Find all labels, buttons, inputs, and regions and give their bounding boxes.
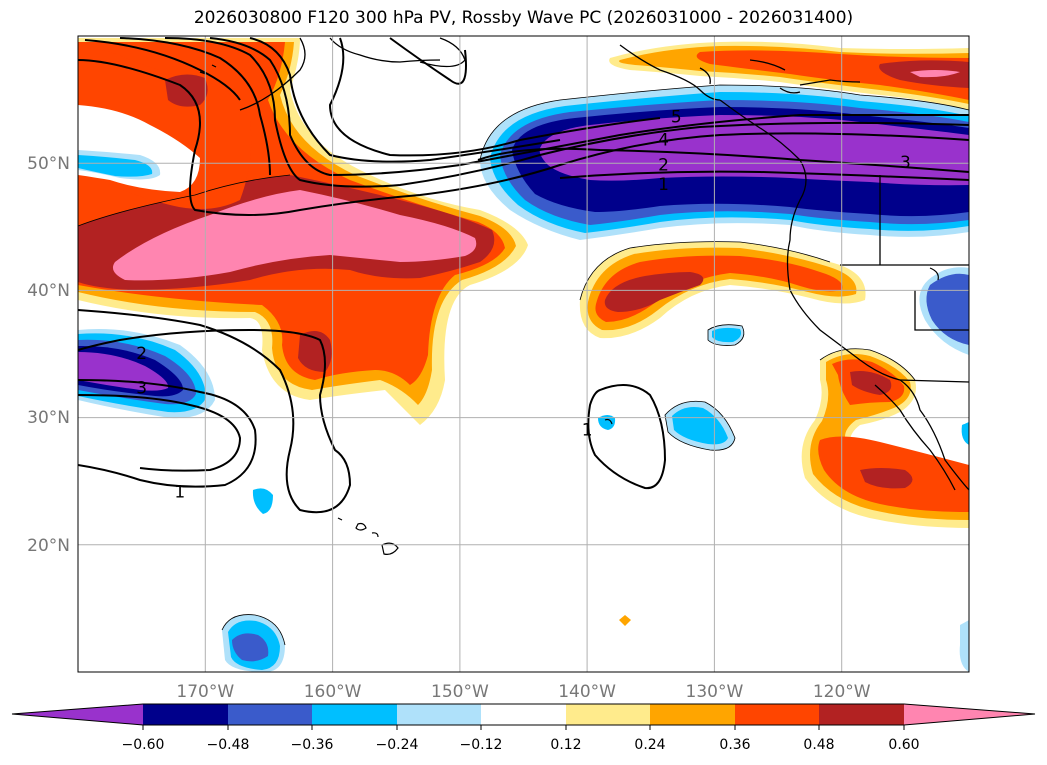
colorbar-label: −0.24 [376,737,419,753]
contour-label: 3 [900,153,911,173]
contour-label: 3 [136,378,147,398]
colorbar-label: 0.24 [634,737,665,753]
contour-label: 2 [658,156,669,176]
latitude-axis: 50°N 40°N 30°N 20°N [27,154,70,556]
lon-tick-160w: 160°W [304,682,362,702]
rossby-wave-contours [78,37,969,514]
colorbar-bin-pos-0.48 [819,704,904,725]
positive-anomaly-northwest [78,38,528,425]
coastlines [239,37,969,491]
colorbar-bin-neutral [481,704,566,725]
colorbar-label: −0.12 [460,737,503,753]
lon-tick-150w: 150°W [431,682,489,702]
contour-label: 5 [671,107,682,127]
colorbar-bin-neg-0.60 [143,704,228,725]
contour-label: 1 [582,420,593,440]
colorbar-extend-right [904,704,1035,725]
colorbar-bin-neg-0.36 [312,704,397,725]
contour-label: 2 [136,344,147,364]
colorbar-label: 0.48 [803,737,834,753]
contour-label: 1 [174,483,185,503]
colorbar-bin-pos-0.12 [566,704,650,725]
colorbar-extend-left [12,704,143,725]
colorbar-label: −0.36 [291,737,334,753]
lat-tick-30n: 30°N [27,408,70,428]
colorbar-label: −0.60 [122,737,165,753]
map-title: 2026030800 F120 300 hPa PV, Rossby Wave … [193,8,854,28]
lon-tick-140w: 140°W [558,682,616,702]
longitude-axis: 170°W 160°W 150°W 140°W 130°W 120°W [176,682,870,702]
colorbar-ticks [142,725,905,730]
negative-anomaly-small-patches [222,324,969,672]
contour-label: 4 [658,130,669,150]
colorbar-bin-pos-0.36 [735,704,819,725]
colorbar-bin-neg-0.48 [228,704,312,725]
gridlines [78,36,969,672]
colorbar: −0.60 −0.48 −0.36 −0.24 −0.12 0.12 0.24 … [11,703,1036,753]
colorbar-bin-neg-0.24 [397,704,481,725]
colorbar-label: 0.60 [888,737,919,753]
colorbar-label: 0.12 [550,737,581,753]
lon-tick-130w: 130°W [686,682,744,702]
positive-anomaly-baja [801,348,969,528]
lat-tick-20n: 20°N [27,536,70,556]
colorbar-bin-pos-0.24 [650,704,735,725]
lat-tick-50n: 50°N [27,154,70,174]
lon-tick-120w: 120°W [813,682,871,702]
positive-anomaly-east-pacific [579,241,866,339]
contour-label: 1 [658,175,669,195]
anomaly-outlines [78,84,969,646]
colorbar-label: −0.48 [207,737,250,753]
lat-tick-40n: 40°N [27,281,70,301]
colorbar-label: 0.36 [719,737,750,753]
lon-tick-170w: 170°W [176,682,234,702]
plot-frame [77,35,970,673]
